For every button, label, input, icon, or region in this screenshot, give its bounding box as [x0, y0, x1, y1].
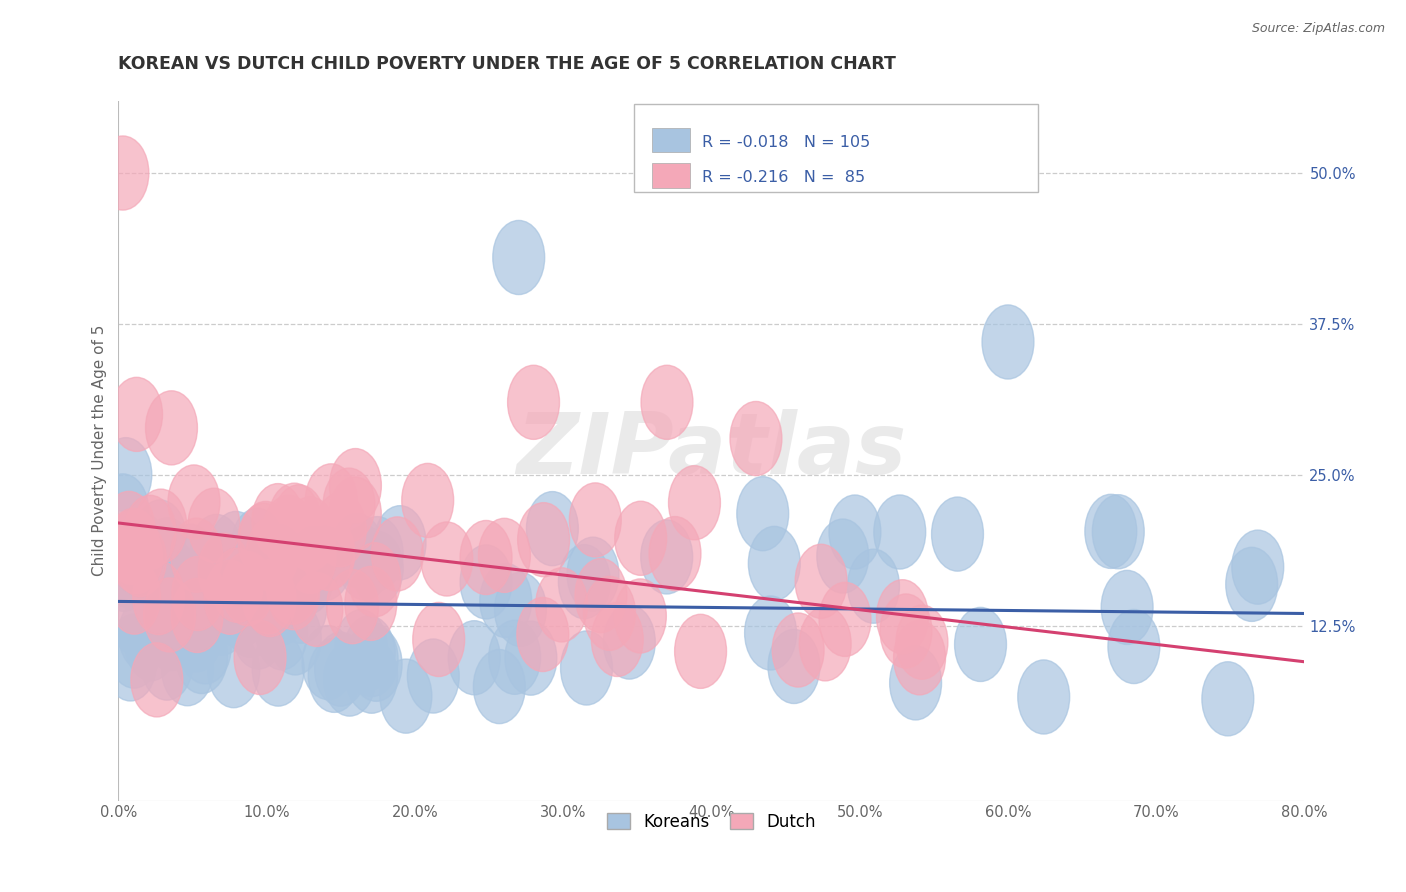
FancyBboxPatch shape: [634, 104, 1038, 192]
Text: R = -0.018   N = 105: R = -0.018 N = 105: [702, 135, 870, 150]
Legend: Koreans, Dutch: Koreans, Dutch: [600, 806, 823, 838]
Text: R = -0.216   N =  85: R = -0.216 N = 85: [702, 170, 865, 186]
FancyBboxPatch shape: [652, 163, 690, 187]
Text: Source: ZipAtlas.com: Source: ZipAtlas.com: [1251, 22, 1385, 36]
Text: KOREAN VS DUTCH CHILD POVERTY UNDER THE AGE OF 5 CORRELATION CHART: KOREAN VS DUTCH CHILD POVERTY UNDER THE …: [118, 54, 896, 72]
FancyBboxPatch shape: [652, 128, 690, 153]
Y-axis label: Child Poverty Under the Age of 5: Child Poverty Under the Age of 5: [93, 325, 107, 576]
Text: ZIPatlas: ZIPatlas: [516, 409, 907, 492]
